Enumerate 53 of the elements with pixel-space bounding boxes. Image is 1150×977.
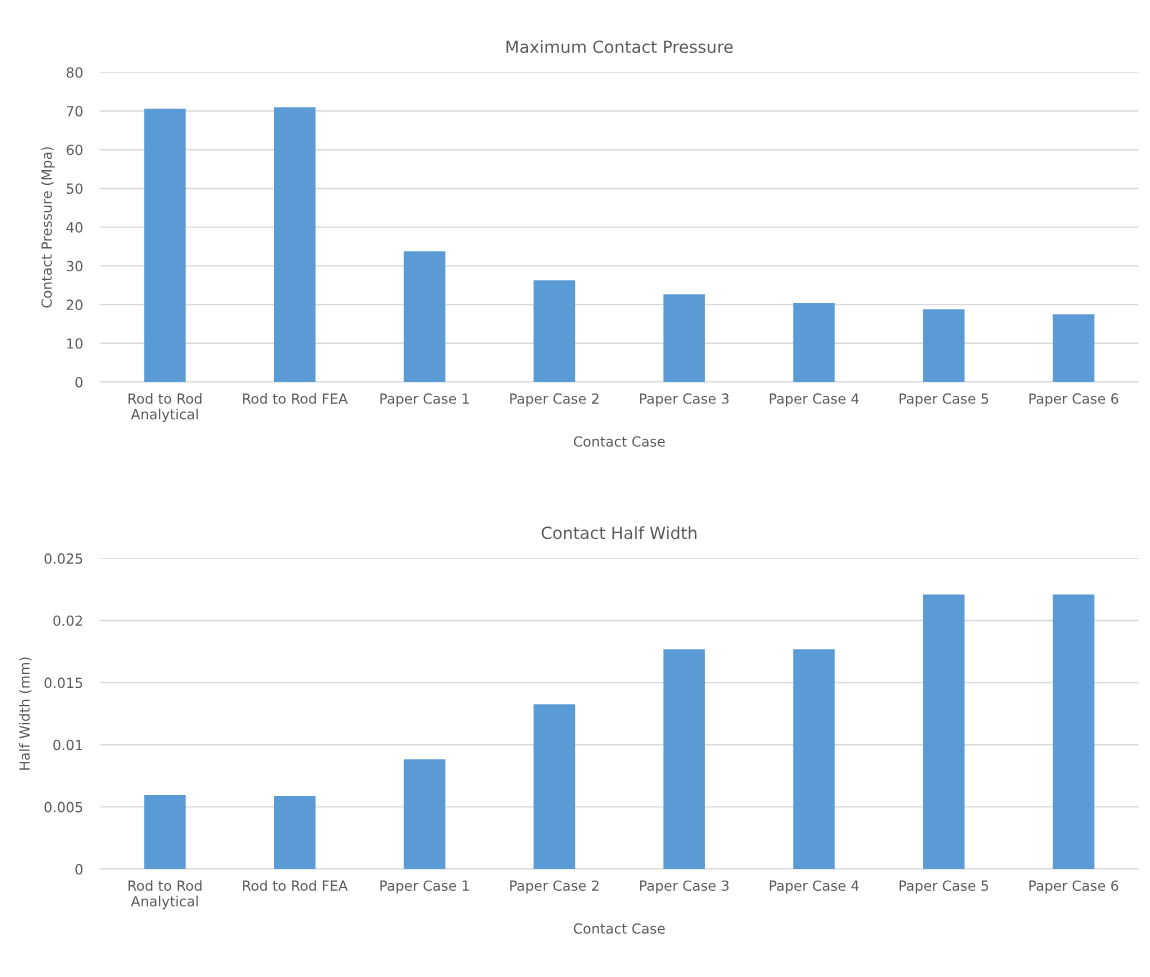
- x-tick-label: Rod to Rod Analytical: [128, 393, 202, 423]
- x-tick-label: Paper Case 6: [1029, 880, 1119, 894]
- bar: [144, 108, 186, 383]
- bar: [663, 649, 705, 870]
- x-axis-title: Contact Case: [573, 923, 665, 934]
- y-tick-label: 80: [66, 67, 83, 78]
- x-tick-label: Paper Case 4: [769, 880, 859, 894]
- bar: [923, 309, 965, 383]
- bar: [793, 649, 835, 870]
- bar: [273, 107, 316, 383]
- x-tick-label: Rod to Rod Analytical: [128, 880, 202, 910]
- x-tick-label: Paper Case 4: [769, 393, 859, 407]
- y-tick-label: 60: [66, 144, 83, 156]
- x-tick-label: Paper Case 1: [380, 880, 469, 894]
- y-tick-label: 10: [67, 338, 83, 349]
- y-tick-label: 0.01: [53, 739, 83, 751]
- bar: [1052, 314, 1095, 383]
- bar: [533, 704, 576, 870]
- x-axis-title: Contact Case: [573, 436, 665, 447]
- bar: [273, 796, 316, 870]
- x-tick-label: Rod to Rod FEA: [243, 393, 348, 404]
- y-tick-label: 0.025: [44, 553, 83, 564]
- bar: [663, 294, 705, 383]
- x-tick-label: Paper Case 3: [640, 880, 729, 894]
- chart-title: Maximum Contact Pressure: [506, 40, 733, 54]
- y-tick-label: 40: [66, 222, 83, 233]
- y-tick-label: 30: [66, 260, 83, 272]
- bar: [533, 280, 576, 383]
- chart-title: Contact Half Width: [541, 526, 697, 540]
- bar: [403, 251, 446, 383]
- x-tick-label: Paper Case 5: [899, 393, 989, 407]
- y-axis-title: Half Width (mm): [19, 657, 32, 770]
- bar: [403, 759, 446, 870]
- y-tick-label: 0.015: [44, 677, 83, 689]
- x-tick-label: Paper Case 5: [899, 880, 989, 894]
- x-tick-label: Paper Case 1: [380, 393, 469, 407]
- x-tick-label: Rod to Rod FEA: [243, 880, 348, 891]
- y-tick-label: 70: [66, 105, 83, 117]
- x-tick-label: Paper Case 6: [1029, 393, 1119, 407]
- y-tick-label: 0: [75, 864, 83, 875]
- y-tick-label: 0.005: [44, 801, 83, 813]
- x-tick-label: Paper Case 3: [640, 393, 729, 407]
- y-tick-label: 20: [66, 299, 83, 311]
- y-axis-title: Contact Pressure (Mpa): [41, 147, 55, 308]
- y-tick-label: 50: [66, 183, 83, 194]
- y-tick-label: 0: [75, 376, 83, 388]
- x-tick-label: Paper Case 2: [510, 393, 599, 407]
- bar: [1052, 594, 1095, 870]
- bar: [793, 303, 835, 383]
- bar: [923, 594, 965, 870]
- y-tick-label: 0.02: [53, 615, 82, 626]
- bar: [144, 795, 186, 870]
- x-tick-label: Paper Case 2: [510, 880, 599, 894]
